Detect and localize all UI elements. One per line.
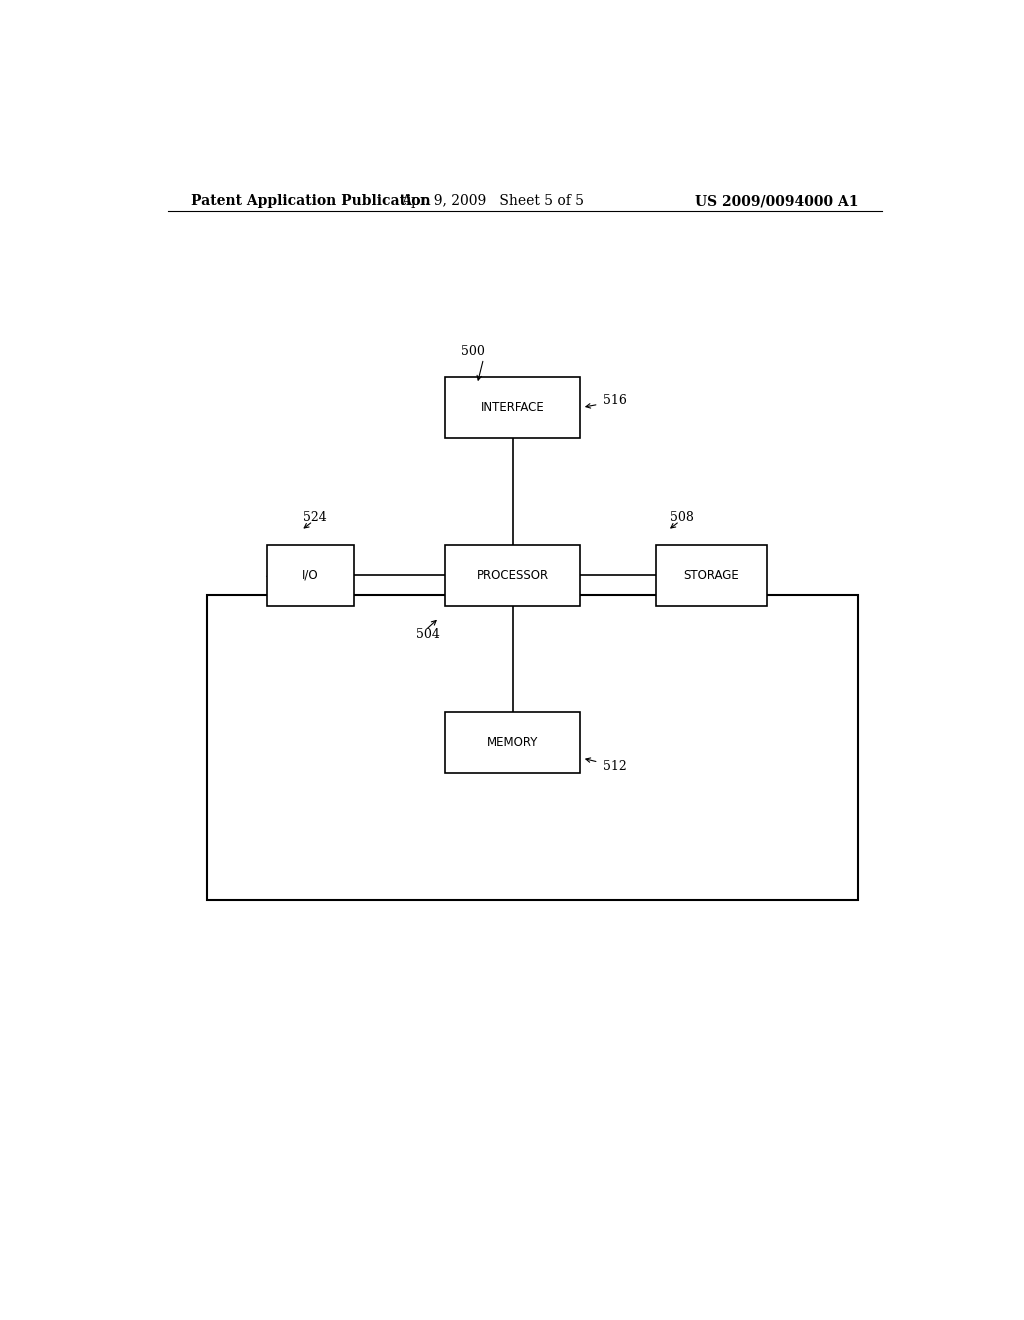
Text: FIG. 5: FIG. 5 [267,558,352,582]
Text: STORAGE: STORAGE [683,569,739,582]
Text: Apr. 9, 2009   Sheet 5 of 5: Apr. 9, 2009 Sheet 5 of 5 [401,194,585,209]
Text: I/O: I/O [302,569,318,582]
Bar [207,595,858,900]
Text: INTERFACE: INTERFACE [481,401,545,414]
Text: 508: 508 [670,511,694,524]
Bar [267,545,354,606]
Text: MEMORY: MEMORY [487,737,539,750]
Text: US 2009/0094000 A1: US 2009/0094000 A1 [694,194,858,209]
Text: PROCESSOR: PROCESSOR [477,569,549,582]
Text: 512: 512 [602,760,627,772]
Bar [445,545,581,606]
Text: 500: 500 [461,345,485,358]
Bar [445,713,581,774]
Bar [445,378,581,438]
Text: Patent Application Publication: Patent Application Publication [191,194,431,209]
Text: 516: 516 [602,393,627,407]
Bar [655,545,767,606]
Text: 504: 504 [416,627,440,640]
Text: 524: 524 [303,511,327,524]
